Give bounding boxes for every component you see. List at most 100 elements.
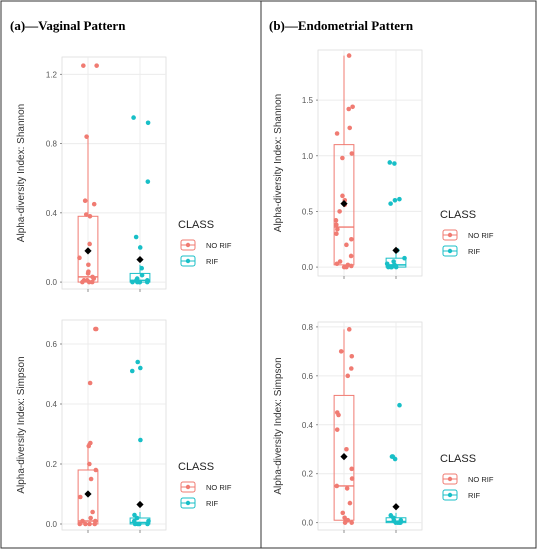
y-tick-label: 0.6 [46, 340, 58, 349]
legend-key-dot [447, 476, 453, 482]
data-point [139, 265, 144, 271]
data-point [349, 476, 355, 481]
y-tick-label: 0.4 [302, 421, 314, 430]
data-point [349, 236, 354, 242]
data-point [131, 115, 136, 120]
data-point [347, 500, 353, 506]
legend-item-label: NO RIF [206, 483, 232, 492]
data-point [348, 366, 354, 371]
y-tick-label: 0.8 [46, 140, 58, 149]
data-point [87, 380, 93, 386]
chart-2: 0.0 0.5 1.0 1.5 Alpha-diversity Index: Shann… [273, 49, 494, 279]
data-point [87, 213, 93, 219]
data-point [146, 518, 151, 524]
y-tick-label: 0.0 [302, 519, 314, 528]
data-point [347, 125, 353, 131]
data-point [137, 279, 143, 285]
data-point [344, 242, 349, 248]
data-point [334, 231, 339, 236]
data-point [87, 461, 92, 467]
data-point [402, 255, 407, 261]
data-point [345, 517, 351, 523]
legend-title: CLASS [440, 209, 476, 221]
data-point [84, 278, 90, 283]
data-point [80, 518, 85, 524]
mean-marker [340, 452, 348, 461]
legend-key-dot [185, 484, 191, 490]
data-point [391, 259, 396, 264]
data-point [333, 218, 339, 223]
data-point [348, 253, 354, 259]
data-point [338, 349, 344, 354]
data-point [131, 518, 137, 524]
data-point [90, 274, 95, 280]
data-point [349, 520, 354, 525]
legend-key-dot [185, 242, 191, 248]
data-point [341, 264, 347, 270]
y-tick-label: 0.0 [46, 278, 58, 287]
data-point [87, 241, 92, 247]
legend-item-label: NO RIF [468, 475, 494, 484]
data-point [86, 269, 91, 274]
data-point [397, 196, 402, 202]
data-point [82, 198, 88, 204]
data-point [349, 353, 355, 359]
data-point [388, 201, 393, 206]
data-point [345, 262, 351, 268]
y-tick-label: 1.0 [302, 152, 314, 161]
legend-key-dot [447, 248, 453, 254]
data-point [334, 427, 340, 432]
data-point [349, 466, 354, 472]
legend-title: CLASS [440, 453, 476, 465]
data-point [137, 521, 142, 527]
data-point [349, 151, 355, 156]
data-point [392, 197, 398, 203]
data-point [138, 365, 143, 371]
data-point [134, 515, 140, 521]
data-point [135, 359, 141, 365]
data-point [346, 53, 352, 58]
data-point [90, 509, 95, 515]
legend-item-label: RIF [468, 247, 481, 256]
data-point [81, 63, 86, 68]
data-point [138, 437, 143, 443]
data-point [83, 212, 89, 217]
mean-marker [84, 247, 92, 255]
data-point [132, 512, 137, 518]
data-point [78, 494, 83, 500]
data-point [134, 276, 140, 281]
y-tick-label: 0.0 [302, 263, 314, 272]
data-point [137, 245, 143, 250]
data-point [93, 467, 99, 473]
mean-marker [392, 246, 400, 254]
data-point [334, 483, 340, 489]
legend-title: CLASS [178, 219, 214, 231]
y-axis-label: Alpha-diversity Index: Shannon [16, 104, 27, 242]
data-point [139, 272, 145, 278]
data-point [145, 179, 151, 184]
legend-item-label: RIF [206, 257, 219, 266]
y-tick-label: 0.4 [46, 400, 58, 409]
data-point [334, 222, 339, 228]
y-axis-label: Alpha-diversity Index: Simpson [273, 357, 284, 494]
data-point [334, 131, 340, 136]
data-point [77, 521, 83, 527]
panel-b-border [260, 0, 537, 549]
y-tick-label: 1.5 [302, 96, 314, 105]
data-point [144, 278, 150, 283]
data-point [83, 521, 88, 527]
data-point [334, 410, 340, 415]
charts-layer: 0.0 0.4 0.8 1.2 Alpha-diversity Index: Shann… [16, 49, 494, 533]
y-tick-label: 0.2 [302, 470, 314, 479]
legend-key-dot [447, 492, 453, 498]
legend-key-dot [185, 500, 191, 506]
data-point [344, 486, 350, 491]
data-point [88, 515, 93, 521]
data-point [92, 518, 98, 524]
mean-marker [136, 500, 144, 509]
plot-area [317, 49, 423, 277]
data-point [346, 106, 352, 112]
chart-0: 0.0 0.4 0.8 1.2 Alpha-diversity Index: Shann… [16, 56, 232, 292]
data-point [145, 120, 151, 126]
